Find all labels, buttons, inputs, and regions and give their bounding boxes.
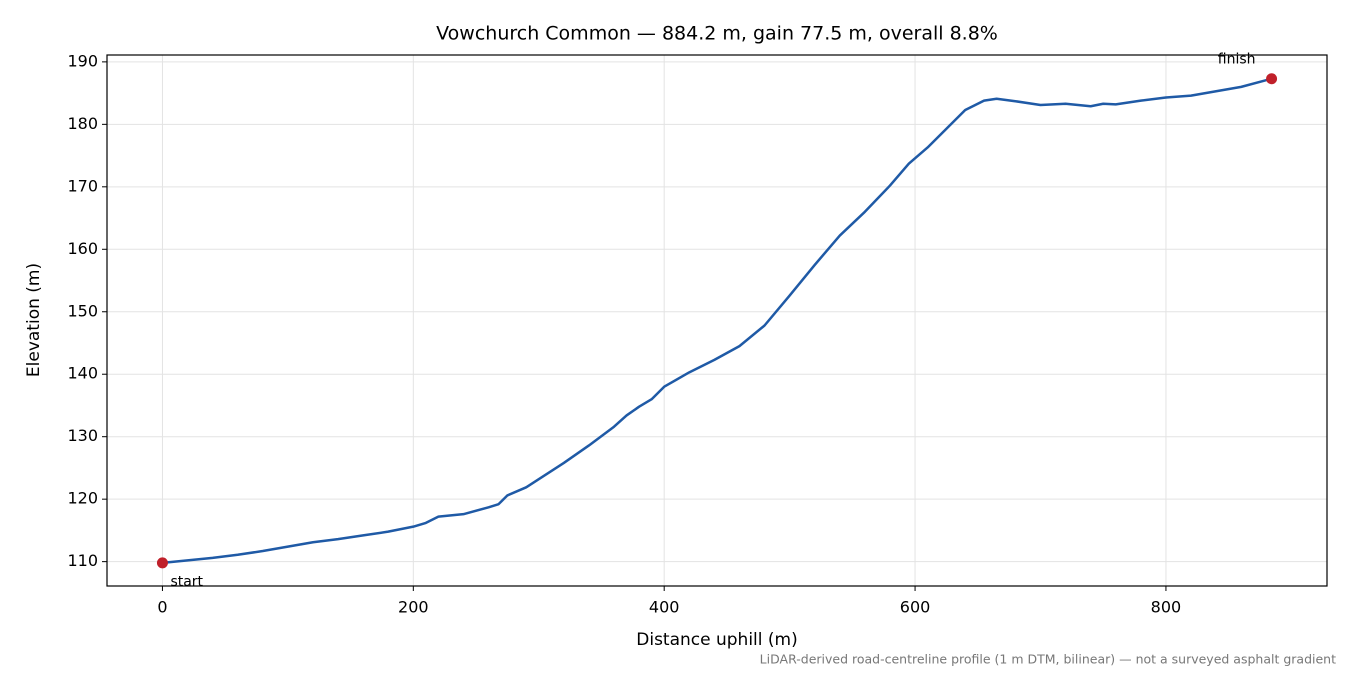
elevation-line (162, 77, 1272, 565)
y-tick-label: 110 (67, 551, 98, 570)
finish-label: finish (1218, 52, 1256, 68)
chart-title: Vowchurch Common — 884.2 m, gain 77.5 m,… (436, 23, 998, 45)
y-tick-label: 160 (67, 239, 98, 258)
x-tick-label: 800 (1151, 598, 1182, 617)
x-tick-label: 0 (157, 598, 167, 617)
y-tick-label: 170 (67, 176, 98, 195)
y-tick-label: 190 (67, 51, 98, 70)
y-tick-label: 180 (67, 114, 98, 133)
y-tick-label: 130 (67, 426, 98, 445)
footnote: LiDAR-derived road-centreline profile (1… (760, 652, 1336, 667)
x-axis-label: Distance uphill (m) (636, 630, 797, 650)
x-tick-label: 600 (900, 598, 931, 617)
y-tick-label: 120 (67, 489, 98, 508)
finish-marker (1266, 73, 1278, 85)
start-label: start (170, 574, 203, 590)
plot-frame (106, 54, 1328, 587)
y-tick-label: 140 (67, 364, 98, 383)
y-tick-label: 150 (67, 301, 98, 320)
x-tick-label: 200 (398, 598, 429, 617)
y-axis-label: Elevation (m) (24, 263, 44, 377)
x-tick-label: 400 (649, 598, 680, 617)
start-marker (156, 557, 168, 569)
